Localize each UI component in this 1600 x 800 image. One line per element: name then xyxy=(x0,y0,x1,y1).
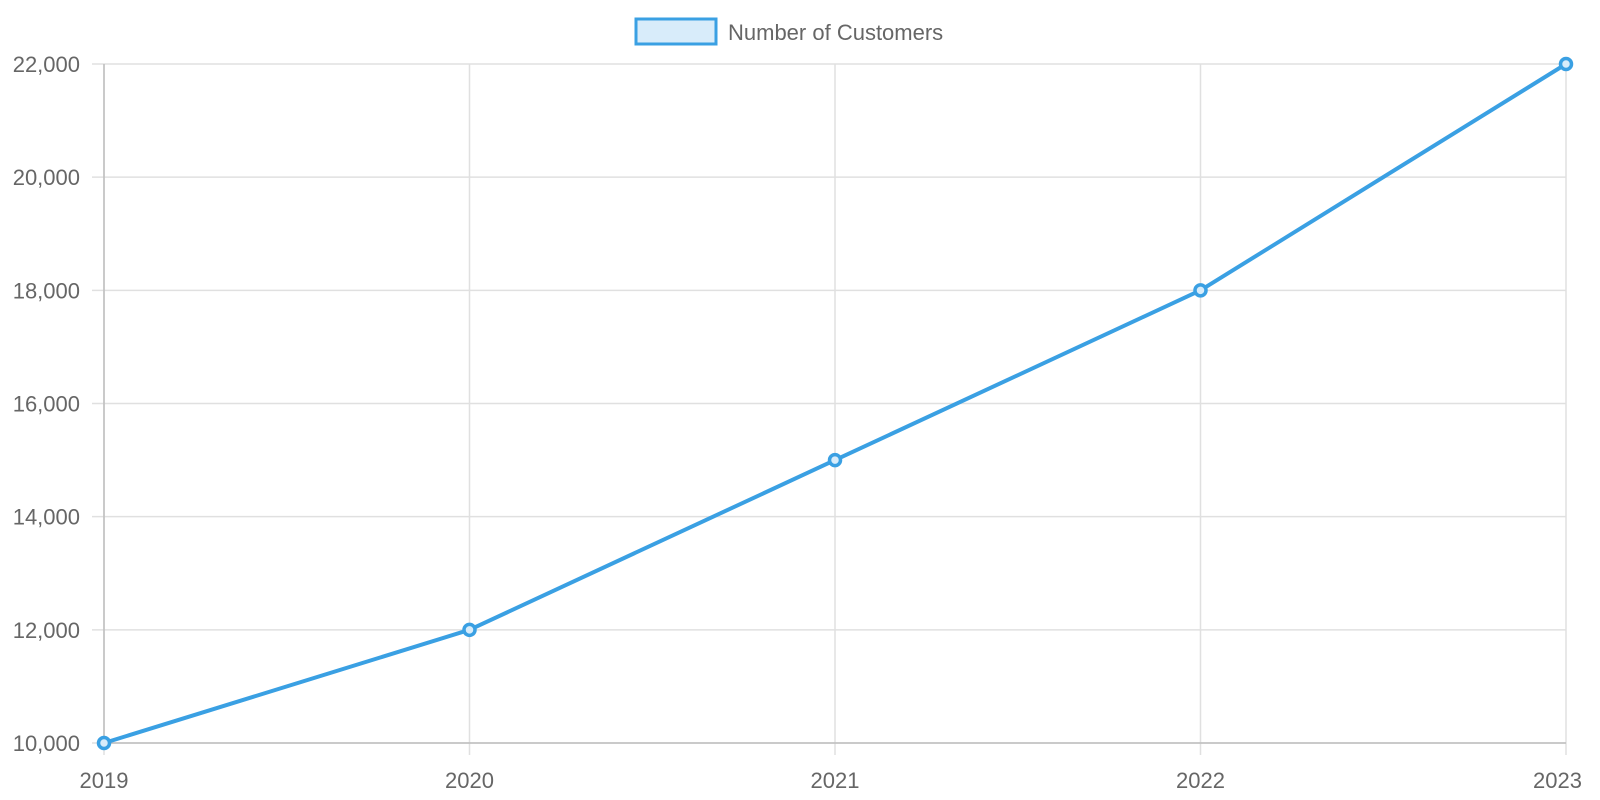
y-tick-label: 20,000 xyxy=(13,165,80,190)
y-tick-label: 22,000 xyxy=(13,52,80,77)
legend-label: Number of Customers xyxy=(728,20,943,45)
data-point[interactable] xyxy=(96,735,112,751)
x-tick-label: 2022 xyxy=(1176,768,1225,793)
data-point[interactable] xyxy=(462,622,477,638)
axes xyxy=(103,64,1566,744)
data-point[interactable] xyxy=(827,452,843,468)
x-tick-label: 2020 xyxy=(445,768,494,793)
y-tick-label: 16,000 xyxy=(13,392,80,417)
y-tick-label: 12,000 xyxy=(13,618,80,643)
y-tick-label: 10,000 xyxy=(13,731,80,756)
y-tick-label: 14,000 xyxy=(13,505,80,530)
legend[interactable]: Number of Customers xyxy=(634,17,943,46)
data-point[interactable] xyxy=(1193,283,1208,298)
x-tick-label: 2019 xyxy=(80,768,129,793)
data-point[interactable] xyxy=(1558,56,1574,72)
x-axis-tick-labels: 2019 2020 2021 2022 2023 xyxy=(80,768,1582,793)
legend-swatch xyxy=(634,17,718,46)
series-customers xyxy=(96,56,1574,751)
x-tick-label: 2023 xyxy=(1533,768,1582,793)
y-axis-tick-labels: 10,000 12,000 14,000 16,000 18,000 20,000 22,0… xyxy=(13,52,80,756)
y-tick-label: 18,000 xyxy=(13,278,80,303)
grid xyxy=(92,63,1567,755)
x-tick-label: 2021 xyxy=(811,768,860,793)
